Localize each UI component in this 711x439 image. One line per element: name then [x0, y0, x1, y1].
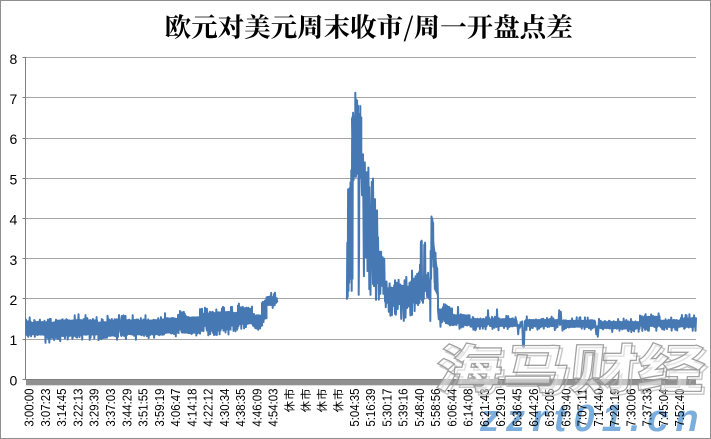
svg-text:7:22:19: 7:22:19 — [607, 389, 622, 427]
svg-text:8: 8 — [10, 51, 18, 67]
svg-text:3: 3 — [10, 252, 18, 268]
svg-text:3:59:19: 3:59:19 — [152, 389, 167, 427]
svg-text:4:14:18: 4:14:18 — [184, 389, 199, 427]
svg-text:5:04:35: 5:04:35 — [347, 389, 362, 427]
svg-text:5:39:16: 5:39:16 — [396, 389, 411, 427]
svg-text:4:06:47: 4:06:47 — [168, 389, 183, 427]
svg-text:6: 6 — [10, 131, 18, 147]
svg-text:7:37:33: 7:37:33 — [640, 389, 655, 427]
svg-text:6:06:44: 6:06:44 — [445, 389, 460, 427]
svg-text:5:16:39: 5:16:39 — [363, 389, 378, 427]
svg-text:3:37:03: 3:37:03 — [103, 389, 118, 427]
svg-text:3:29:39: 3:29:39 — [87, 389, 102, 427]
svg-text:7:14:40: 7:14:40 — [591, 389, 606, 427]
svg-text:3:00:00: 3:00:00 — [22, 389, 37, 427]
svg-text:3:14:45: 3:14:45 — [54, 389, 69, 427]
svg-text:7: 7 — [10, 91, 18, 107]
svg-text:6:52:05: 6:52:05 — [542, 389, 557, 427]
svg-text:3:44:29: 3:44:29 — [119, 389, 134, 427]
svg-text:5:58:56: 5:58:56 — [428, 389, 443, 427]
svg-text:5: 5 — [10, 171, 18, 187]
svg-text:7:07:11: 7:07:11 — [575, 389, 590, 427]
svg-text:3:51:55: 3:51:55 — [136, 389, 151, 427]
svg-text:zzrt01.cn: zzrt01.cn — [479, 398, 706, 439]
svg-text:1: 1 — [10, 332, 18, 348]
svg-text:7:52:40: 7:52:40 — [672, 389, 687, 427]
svg-text:7:30:06: 7:30:06 — [623, 389, 638, 427]
svg-text:5:48:40: 5:48:40 — [412, 389, 427, 427]
svg-text:3:22:13: 3:22:13 — [71, 389, 86, 427]
svg-text:6:29:10: 6:29:10 — [493, 389, 508, 427]
svg-text:6:44:26: 6:44:26 — [526, 389, 541, 427]
svg-text:4:22:12: 4:22:12 — [201, 389, 216, 427]
svg-text:4:38:35: 4:38:35 — [233, 389, 248, 427]
svg-text:6:14:08: 6:14:08 — [461, 389, 476, 427]
svg-text:7:45:04: 7:45:04 — [656, 389, 671, 427]
svg-text:6:36:45: 6:36:45 — [510, 389, 525, 427]
svg-text:6:21:43: 6:21:43 — [477, 389, 492, 427]
svg-text:4: 4 — [10, 212, 18, 228]
svg-text:4:46:09: 4:46:09 — [249, 389, 264, 427]
svg-text:3:07:23: 3:07:23 — [38, 389, 53, 427]
svg-text:6:59:40: 6:59:40 — [558, 389, 573, 427]
svg-text:5:30:17: 5:30:17 — [379, 389, 394, 427]
svg-text:2: 2 — [10, 292, 18, 308]
svg-text:4:54:03: 4:54:03 — [266, 389, 281, 427]
svg-text:4:30:34: 4:30:34 — [217, 389, 232, 427]
svg-text:0: 0 — [10, 372, 18, 388]
